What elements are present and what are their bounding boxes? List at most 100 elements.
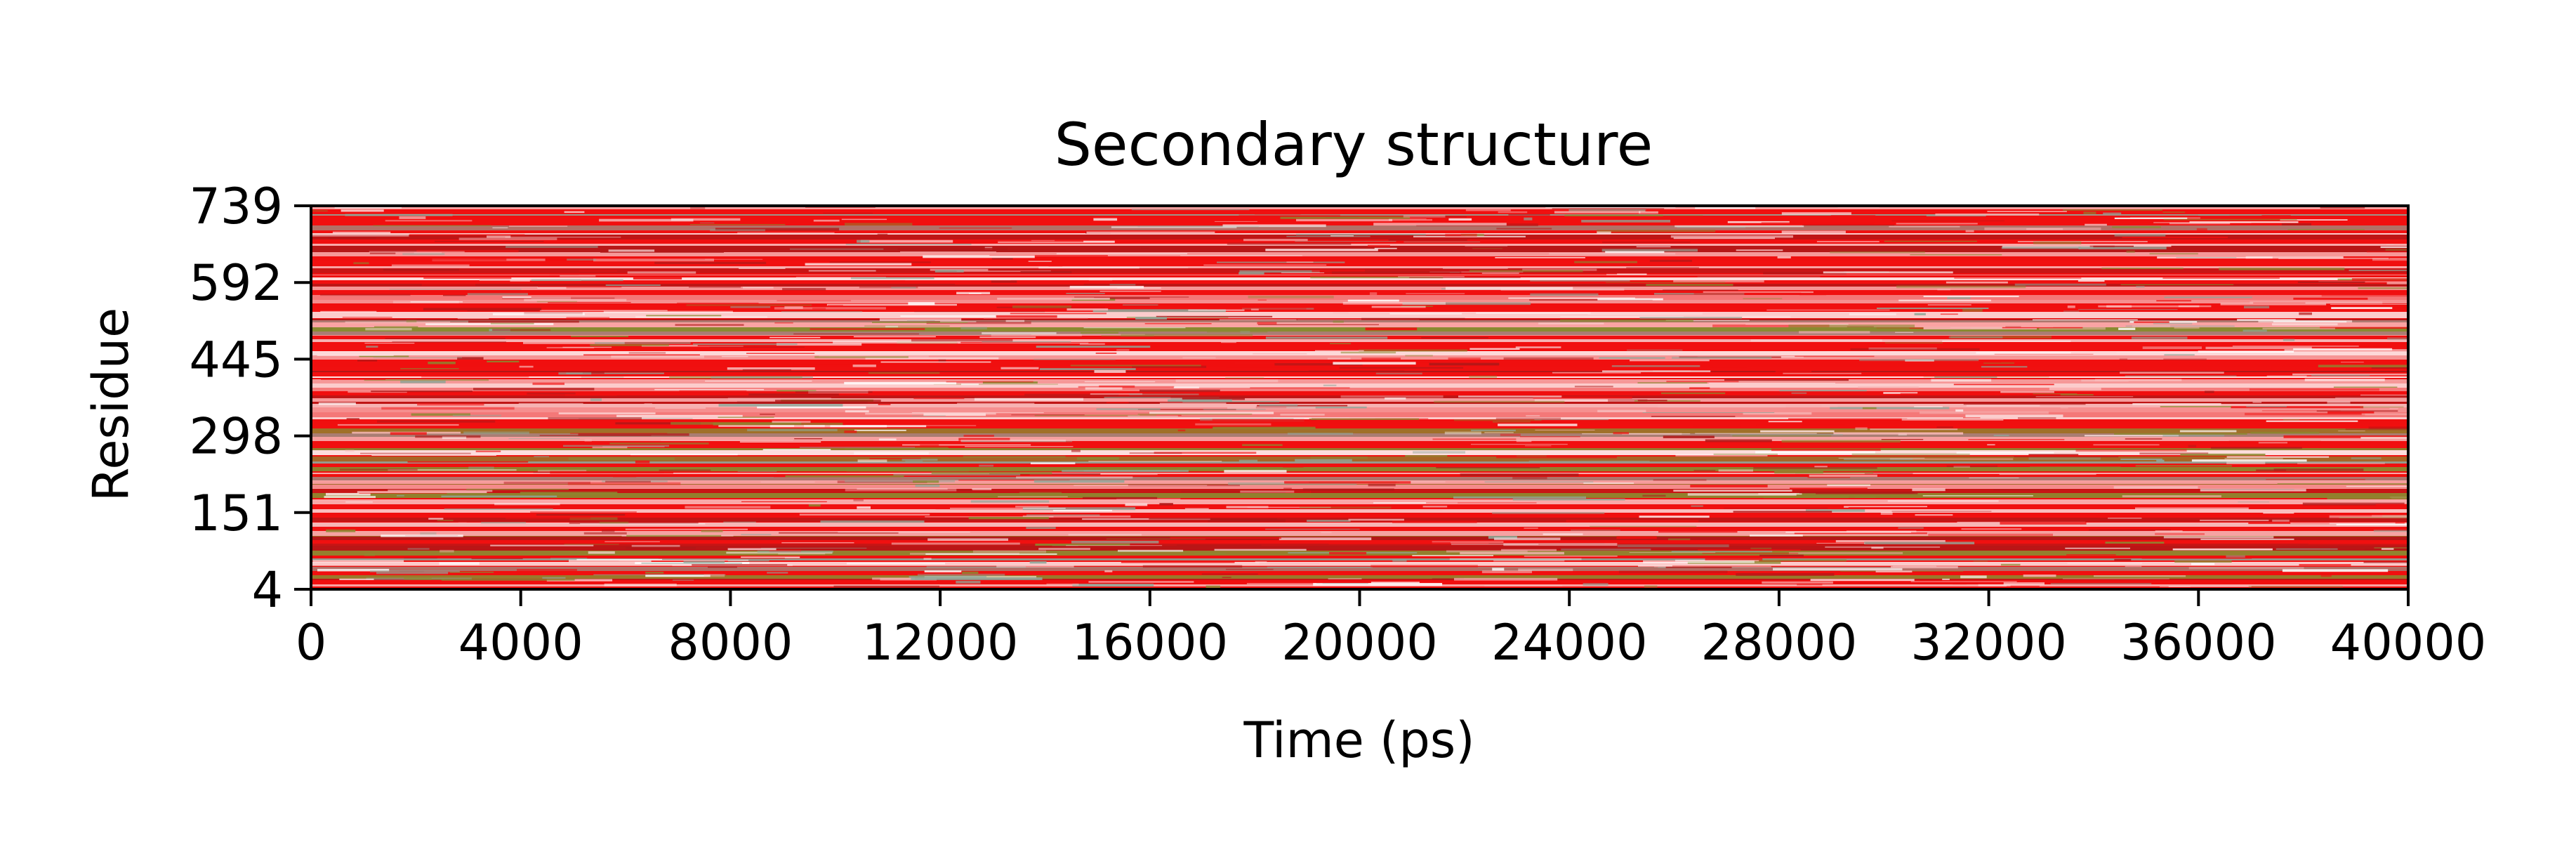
state-speckle xyxy=(1019,492,1062,494)
state-speckle xyxy=(1956,452,2054,454)
state-speckle xyxy=(1088,581,1194,583)
state-speckle xyxy=(1389,218,1432,221)
state-speckle xyxy=(1340,395,1444,398)
state-speckle xyxy=(583,532,627,534)
residue-band xyxy=(311,504,2408,509)
residue-band xyxy=(311,485,2408,488)
state-speckle xyxy=(1329,551,1367,555)
residue-band xyxy=(311,461,2408,464)
state-speckle xyxy=(989,255,1108,256)
state-speckle xyxy=(2219,268,2345,270)
state-speckle xyxy=(923,255,1035,258)
state-speckle xyxy=(1259,404,1298,407)
state-speckle xyxy=(2132,403,2221,405)
state-speckle xyxy=(1884,240,1977,242)
state-speckle xyxy=(1421,337,1488,339)
state-speckle xyxy=(2299,312,2312,315)
state-speckle xyxy=(1016,476,1133,479)
state-speckle xyxy=(1718,469,1753,472)
state-speckle xyxy=(701,530,723,532)
state-speckle xyxy=(2196,228,2207,231)
state-speckle xyxy=(777,390,817,392)
residue-band xyxy=(311,313,2408,318)
residue-band xyxy=(311,372,2408,374)
state-speckle xyxy=(1392,559,1407,562)
state-speckle xyxy=(1085,387,1123,390)
residue-band xyxy=(311,560,2408,562)
state-speckle xyxy=(1307,520,1351,522)
state-speckle xyxy=(502,296,531,298)
state-speckle xyxy=(1213,426,1316,429)
residue-band xyxy=(311,335,2408,336)
state-speckle xyxy=(590,398,602,402)
x-tick-label: 0 xyxy=(296,614,327,671)
residue-band xyxy=(311,457,2408,461)
residue-band xyxy=(311,209,2408,214)
state-speckle xyxy=(1283,466,1304,468)
state-speckle xyxy=(1665,566,1732,568)
state-speckle xyxy=(534,456,549,458)
state-speckle xyxy=(2252,211,2360,214)
state-speckle xyxy=(1173,386,1199,388)
state-speckle xyxy=(1109,284,1136,286)
state-speckle xyxy=(2327,411,2374,414)
state-speckle xyxy=(2085,435,2179,437)
x-tick-label: 40000 xyxy=(2330,614,2487,671)
state-speckle xyxy=(569,517,618,520)
state-speckle xyxy=(826,303,957,306)
state-speckle xyxy=(341,209,384,212)
state-speckle xyxy=(2219,235,2262,236)
state-speckle xyxy=(1675,454,1768,457)
state-speckle xyxy=(2266,479,2365,480)
state-speckle xyxy=(1775,369,1811,372)
state-speckle xyxy=(1503,543,1618,546)
state-speckle xyxy=(564,393,617,396)
state-speckle xyxy=(1923,376,2049,378)
state-speckle xyxy=(337,424,459,426)
state-speckle xyxy=(605,480,651,483)
state-speckle xyxy=(1750,547,1772,550)
state-speckle xyxy=(1830,215,1876,218)
state-speckle xyxy=(1156,315,1273,317)
state-speckle xyxy=(1962,308,1983,312)
state-speckle xyxy=(2266,375,2307,378)
residue-band xyxy=(311,312,2408,313)
state-speckle xyxy=(1658,530,1738,533)
state-speckle xyxy=(536,513,626,516)
state-speckle xyxy=(1646,284,1733,287)
state-speckle xyxy=(833,585,940,589)
state-speckle xyxy=(1754,216,1821,218)
state-speckle xyxy=(795,391,873,393)
state-speckle xyxy=(2373,530,2408,532)
x-tick-label: 20000 xyxy=(1281,614,1438,671)
state-speckle xyxy=(2000,391,2054,393)
state-speckle xyxy=(414,252,442,254)
residue-band xyxy=(311,365,2408,367)
state-speckle xyxy=(737,232,835,235)
y-tick-label: 4 xyxy=(251,561,283,619)
state-speckle xyxy=(1599,357,1665,359)
state-speckle xyxy=(1821,405,1838,407)
state-speckle xyxy=(1637,382,1708,383)
state-speckle xyxy=(1265,336,1388,339)
state-speckle xyxy=(2360,437,2408,439)
state-speckle xyxy=(659,469,711,471)
state-speckle xyxy=(2049,388,2101,391)
state-speckle xyxy=(2063,209,2162,211)
state-speckle xyxy=(925,553,1057,555)
state-speckle xyxy=(1702,553,1799,554)
state-speckle xyxy=(1206,585,1220,589)
state-speckle xyxy=(1257,324,1379,325)
state-speckle xyxy=(1296,234,1426,235)
state-speckle xyxy=(1121,561,1235,563)
state-speckle xyxy=(1215,221,1257,222)
residue-band xyxy=(311,273,2408,275)
state-speckle xyxy=(1471,443,1568,445)
state-speckle xyxy=(1966,405,2040,407)
state-speckle xyxy=(857,506,871,509)
state-speckle xyxy=(770,336,821,339)
state-speckle xyxy=(369,252,396,254)
state-speckle xyxy=(1066,545,1163,546)
state-speckle xyxy=(374,326,418,328)
state-speckle xyxy=(1795,472,1874,474)
